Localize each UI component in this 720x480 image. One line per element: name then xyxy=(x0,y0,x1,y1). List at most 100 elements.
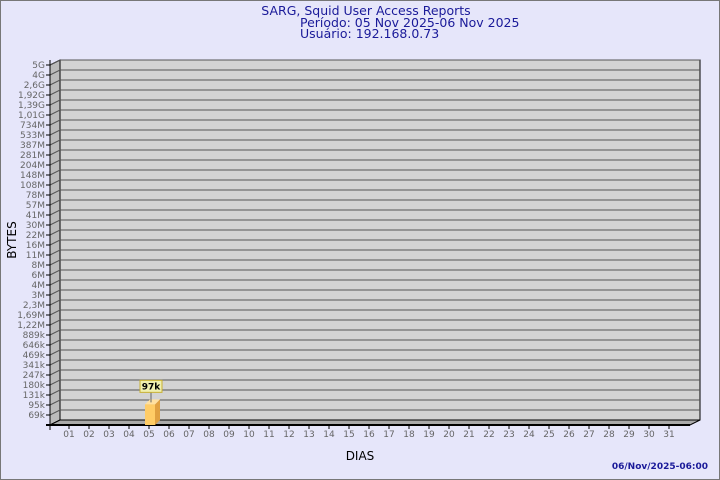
gridline xyxy=(49,359,700,366)
x-tick-label: 22 xyxy=(483,430,494,440)
x-tick-label: 14 xyxy=(323,430,335,440)
y-tick-label: 108M xyxy=(20,181,45,191)
y-tick-label: 41M xyxy=(26,211,45,221)
x-tick-label: 12 xyxy=(283,430,294,440)
gridline xyxy=(49,379,700,386)
gridline xyxy=(49,59,700,66)
y-tick-label: 4M xyxy=(32,281,46,291)
y-tick-label: 5G xyxy=(32,61,45,71)
gridline xyxy=(49,139,700,146)
y-tick-label: 1,92G xyxy=(18,91,45,101)
y-tick-label: 1,69M xyxy=(17,311,45,321)
gridline xyxy=(49,149,700,156)
x-tick-label: 26 xyxy=(563,430,575,440)
y-tick-label: 281M xyxy=(20,151,45,161)
gridline xyxy=(49,289,700,296)
gridline xyxy=(49,389,700,396)
y-tick-label: 3M xyxy=(32,291,46,301)
y-tick-label: 95k xyxy=(28,401,45,411)
x-tick-label: 25 xyxy=(543,430,554,440)
y-tick-label: 180k xyxy=(23,381,46,391)
y-tick-label: 734M xyxy=(20,121,45,131)
gridline xyxy=(49,279,700,286)
x-tick-label: 27 xyxy=(583,430,594,440)
gridline xyxy=(49,109,700,116)
gridline xyxy=(49,169,700,176)
y-tick-label: 889k xyxy=(23,331,46,341)
x-tick-label: 16 xyxy=(363,430,375,440)
y-tick-label: 1,01G xyxy=(18,111,45,121)
gridline xyxy=(49,269,700,276)
y-tick-label: 1,22M xyxy=(17,321,45,331)
x-tick-label: 24 xyxy=(523,430,535,440)
gridline xyxy=(49,179,700,186)
footer-timestamp: 06/Nov/2025-06:00 xyxy=(612,462,708,472)
y-tick-label: 204M xyxy=(20,161,45,171)
gridline xyxy=(49,69,700,76)
y-tick-label: 247k xyxy=(23,371,46,381)
x-tick-label: 29 xyxy=(623,430,635,440)
bar xyxy=(145,404,155,425)
gridline xyxy=(49,199,700,206)
x-tick-label: 28 xyxy=(603,430,615,440)
gridline xyxy=(49,219,700,226)
gridline xyxy=(49,309,700,316)
x-tick-label: 11 xyxy=(263,430,274,440)
gridline xyxy=(49,409,700,416)
y-tick-label: 131k xyxy=(23,391,46,401)
x-tick-label: 18 xyxy=(403,430,415,440)
bar-top xyxy=(145,399,160,405)
gridline xyxy=(49,89,700,96)
x-tick-label: 10 xyxy=(243,430,255,440)
chart-subtitle-user: Usuário: 192.168.0.73 xyxy=(300,26,439,41)
gridline xyxy=(49,209,700,216)
x-tick-label: 30 xyxy=(643,430,655,440)
x-tick-label: 15 xyxy=(343,430,354,440)
x-tick-label: 31 xyxy=(663,430,674,440)
gridline xyxy=(49,299,700,306)
y-tick-label: 78M xyxy=(26,191,45,201)
gridline xyxy=(49,159,700,166)
gridline xyxy=(49,239,700,246)
y-tick-label: 2,3M xyxy=(23,301,45,311)
bar-side xyxy=(155,399,160,425)
gridline xyxy=(49,129,700,136)
y-tick-label: 11M xyxy=(26,251,45,261)
x-tick-label: 06 xyxy=(163,430,175,440)
y-tick-label: 4G xyxy=(32,71,45,81)
y-axis-label: BYTES xyxy=(5,221,19,258)
x-tick-label: 21 xyxy=(463,430,474,440)
y-tick-label: 22M xyxy=(26,231,45,241)
gridline xyxy=(49,119,700,126)
x-tick-label: 01 xyxy=(63,430,74,440)
gridline xyxy=(49,319,700,326)
x-tick-label: 13 xyxy=(303,430,314,440)
x-tick-label: 03 xyxy=(103,430,114,440)
gridline xyxy=(49,329,700,336)
y-tick-label: 646k xyxy=(23,341,46,351)
x-tick-label: 04 xyxy=(123,430,135,440)
gridline xyxy=(49,249,700,256)
gridline xyxy=(49,79,700,86)
gridline xyxy=(49,259,700,266)
gridline xyxy=(49,99,700,106)
y-tick-label: 148M xyxy=(20,171,45,181)
y-tick-label: 469k xyxy=(23,351,46,361)
x-tick-label: 19 xyxy=(423,430,435,440)
data-label-box xyxy=(139,379,163,393)
gridline xyxy=(49,369,700,376)
x-tick-label: 23 xyxy=(503,430,514,440)
y-tick-label: 341k xyxy=(23,361,46,371)
x-axis-label: DIAS xyxy=(346,449,375,463)
y-tick-label: 30M xyxy=(26,221,45,231)
x-tick-label: 20 xyxy=(443,430,455,440)
chart-subtitle-period: Período: 05 Nov 2025-06 Nov 2025 xyxy=(300,15,519,30)
y-tick-label: 533M xyxy=(20,131,45,141)
y-tick-label: 8M xyxy=(32,261,46,271)
x-tick-label: 09 xyxy=(223,430,235,440)
gridline xyxy=(49,339,700,346)
y-tick-label: 2,6G xyxy=(24,81,45,91)
data-label: 97k xyxy=(142,382,162,392)
y-tick-label: 6M xyxy=(32,271,46,281)
